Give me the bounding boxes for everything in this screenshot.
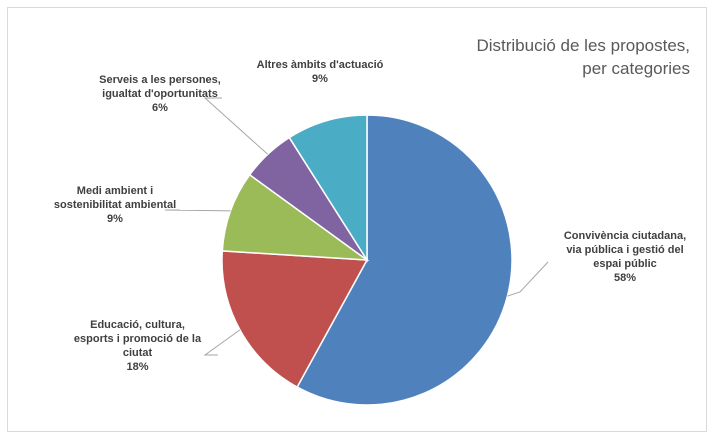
leader-line-medi-ambient (164, 209, 231, 212)
slice-value-medi-ambient: 9% (107, 213, 123, 225)
slice-label-altres: Altres àmbits d'actuació 9% (245, 58, 395, 86)
slice-value-serveis: 6% (152, 102, 168, 114)
slice-label-convivencia-line-3: espai públic (593, 258, 657, 270)
slice-label-convivencia-line-1: Convivència ciutadana, (563, 230, 687, 242)
slice-label-educacio-line-1: Educació, cultura, (90, 319, 185, 331)
pie-slice-convivencia (296, 114, 513, 406)
slice-label-educacio-line-3: ciutat (122, 347, 153, 359)
slice-label-educacio-line-2: esports i promoció de la (73, 333, 202, 345)
slice-label-medi-ambient-line-1: Medi ambient i (76, 185, 154, 197)
leader-line-educacio (203, 329, 241, 356)
slice-label-medi-ambient: Medi ambient i sostenibilitat ambiental … (45, 184, 185, 226)
slice-label-serveis-line-1: Serveis a les persones, (99, 74, 221, 86)
slice-value-altres: 9% (312, 73, 328, 85)
pie-slice-educacio (221, 250, 369, 389)
slice-label-medi-ambient-line-2: sostenibilitat ambiental (53, 199, 177, 211)
leader-line-convivencia (507, 261, 549, 297)
leader-line-serveis (203, 97, 269, 155)
pie-slice-medi-ambient (221, 173, 370, 261)
slice-label-convivencia-line-2: via pública i gestió del (566, 244, 684, 256)
chart-title: Distribució de les propostes, per catego… (440, 34, 690, 80)
pie-slice-altres (288, 114, 368, 263)
slice-label-educacio: Educació, cultura, esports i promoció de… (55, 318, 220, 374)
slice-value-educacio: 18% (126, 361, 149, 373)
slice-label-altres-line-1: Altres àmbits d'actuació (256, 59, 384, 71)
slice-label-convivencia: Convivència ciutadana, via pública i ges… (540, 229, 710, 285)
slice-label-serveis: Serveis a les persones, igualtat d'oport… (85, 73, 235, 115)
slice-label-serveis-line-2: igualtat d'oportunitats (102, 88, 218, 100)
chart-title-line-2: per categories (582, 59, 690, 78)
chart-title-line-1: Distribució de les propostes, (476, 36, 690, 55)
slice-value-convivencia: 58% (613, 272, 637, 284)
